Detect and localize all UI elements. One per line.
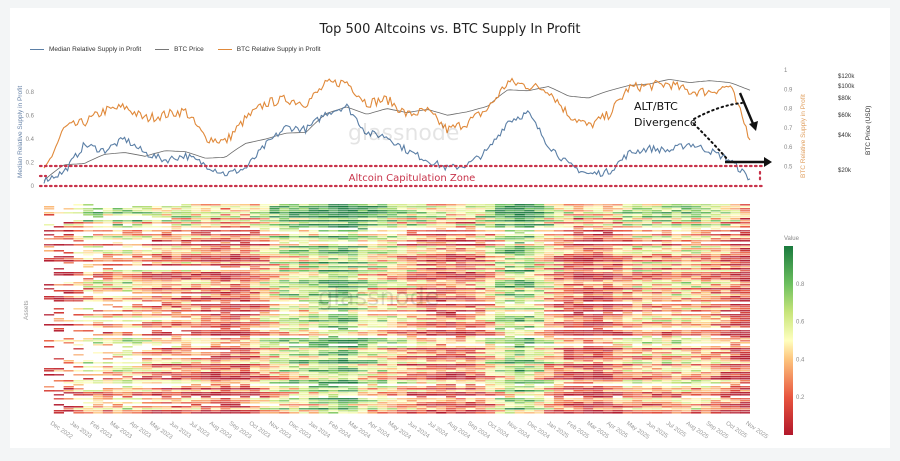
right1-tick: 0.7 xyxy=(784,126,793,132)
right1-tick: 0.6 xyxy=(784,145,793,151)
colorbar-tick: 0.4 xyxy=(796,357,805,363)
right2-tick: $60k xyxy=(838,113,852,119)
right-axis-btc-rel: BTC Relative Supply in Profit 0.5 0.6 0.7 0… xyxy=(784,68,807,178)
left-tick: 0.4 xyxy=(26,137,35,143)
legend-swatch-btc-price xyxy=(155,48,170,51)
legend-label: Median Relative Supply in Profit xyxy=(49,46,142,53)
right2-tick: $120k xyxy=(838,74,855,80)
month-label: Jul 2023 xyxy=(188,421,211,439)
median-rel-supply-line xyxy=(43,103,751,184)
divergence-annotation: ALT/BTC Divergence xyxy=(634,92,772,167)
legend-item-median[interactable]: Median Relative Supply in Profit xyxy=(30,46,141,53)
legend-item-btc-price[interactable]: BTC Price xyxy=(155,46,204,53)
line-series xyxy=(43,77,751,184)
right2-tick: $100k xyxy=(838,84,855,90)
heatmap-y-label: Assets xyxy=(23,300,30,320)
right1-tick: 0.5 xyxy=(784,164,793,170)
legend-item-btc-rel[interactable]: BTC Relative Supply in Profit xyxy=(217,46,321,53)
heatmap[interactable] xyxy=(44,204,750,414)
colorbar-gradient xyxy=(784,246,793,435)
arrow-down-icon xyxy=(738,92,756,127)
left-tick: 0 xyxy=(31,184,35,190)
legend-swatch-btc-rel xyxy=(217,48,232,51)
colorbar-tick: 0.8 xyxy=(796,282,805,288)
legend: Median Relative Supply in Profit BTC Pri… xyxy=(30,46,321,53)
chart-title: Top 500 Altcoins vs. BTC Supply In Profi… xyxy=(319,22,581,37)
btc-rel-supply-line xyxy=(43,77,751,169)
left-axis: Median Relative Supply in Profit 0 0.2 0.4… xyxy=(17,86,35,190)
right1-axis-label: BTC Relative Supply in Profit xyxy=(800,94,807,178)
month-label: Nov 2025 xyxy=(744,421,769,441)
watermark-heatmap: glassnode xyxy=(318,283,440,311)
capitulation-zone-label: Altcoin Capitulation Zone xyxy=(349,173,476,184)
colorbar-tick: 0.2 xyxy=(796,395,805,401)
colorbar-tick: 0.6 xyxy=(796,320,805,326)
month-label: Jul 2025 xyxy=(665,421,688,439)
left-tick: 0.6 xyxy=(26,113,35,119)
divergence-label-line2: Divergence xyxy=(634,116,697,129)
right2-tick: $40k xyxy=(838,133,852,139)
left-tick: 0.2 xyxy=(26,160,35,166)
capitulation-zone: Altcoin Capitulation Zone xyxy=(38,164,764,188)
colorbar-title: Value xyxy=(784,236,800,242)
left-tick: 0.8 xyxy=(26,90,35,96)
legend-label: BTC Price xyxy=(174,46,204,53)
right1-tick: 0.9 xyxy=(784,87,793,93)
divergence-label-line1: ALT/BTC xyxy=(634,100,678,113)
month-label: Jul 2024 xyxy=(426,421,449,439)
right2-axis-label: BTC Price (USD) xyxy=(865,106,872,155)
right-axis-btc-price: BTC Price (USD) $20k $40k $60k $80k $100k $12… xyxy=(838,74,872,174)
colorbar: Value 0.2 0.4 0.6 0.8 xyxy=(784,236,805,435)
right2-tick: $80k xyxy=(838,96,852,102)
right2-tick: $20k xyxy=(838,168,852,174)
legend-swatch-median xyxy=(30,48,44,51)
legend-label: BTC Relative Supply in Profit xyxy=(236,46,321,53)
left-axis-label: Median Relative Supply in Profit xyxy=(17,86,24,178)
watermark-top: glassnode xyxy=(348,121,459,146)
right1-tick: 1 xyxy=(784,68,788,74)
right1-tick: 0.8 xyxy=(784,107,793,113)
